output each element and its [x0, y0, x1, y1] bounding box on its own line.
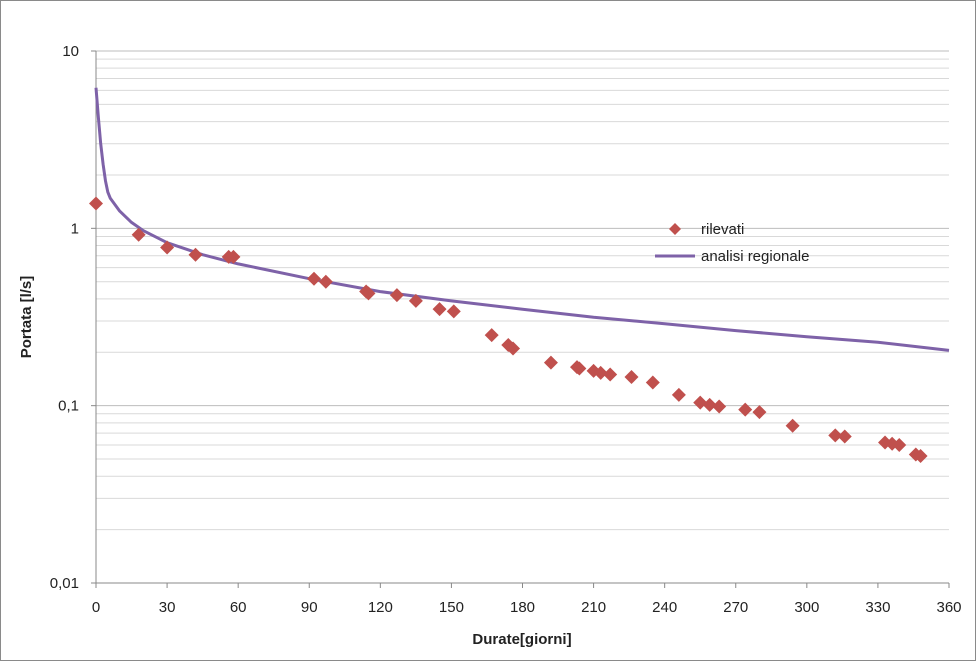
series-analisi-regionale [94, 87, 950, 352]
x-tick-label: 210 [581, 599, 606, 616]
x-axis-label: Durate[giorni] [472, 631, 571, 648]
y-tick-label: 10 [62, 43, 79, 60]
y-tick-label: 0,01 [50, 575, 79, 592]
grid [96, 50, 949, 584]
legend-label-rilevati: rilevati [701, 221, 744, 238]
x-tick-label: 180 [510, 599, 535, 616]
point-rilevati [160, 240, 175, 255]
point-rilevati [785, 418, 800, 433]
point-rilevati [131, 227, 146, 242]
x-tick-label: 270 [723, 599, 748, 616]
point-rilevati [603, 367, 618, 382]
x-tick-label: 0 [92, 599, 100, 616]
x-tick-label: 150 [439, 599, 464, 616]
point-rilevati [671, 387, 686, 402]
y-axis-label: Portata [l/s] [18, 276, 35, 359]
point-rilevati [752, 405, 767, 420]
point-rilevati [318, 274, 333, 289]
point-rilevati [484, 328, 499, 343]
point-rilevati [738, 402, 753, 417]
point-rilevati [837, 429, 852, 444]
point-rilevati [572, 361, 587, 376]
x-tick-label: 120 [368, 599, 393, 616]
point-rilevati [361, 286, 376, 301]
y-tick-label: 1 [71, 220, 79, 237]
x-tick-labels: 0 30 60 90 120 150 180 210 240 270 300 330 360 [92, 583, 962, 616]
point-rilevati [913, 449, 928, 464]
legend-diamond-marker [669, 223, 681, 235]
x-tick-label: 330 [865, 599, 890, 616]
point-rilevati [506, 341, 521, 356]
point-rilevati [892, 438, 907, 453]
point-rilevati [593, 365, 608, 380]
point-rilevati [188, 247, 203, 262]
x-tick-label: 90 [301, 599, 318, 616]
x-tick-label: 60 [230, 599, 247, 616]
point-rilevati [306, 271, 321, 286]
point-rilevati [828, 428, 843, 443]
point-rilevati [89, 196, 103, 211]
point-rilevati [226, 249, 241, 264]
y-tick-label: 0,1 [58, 398, 79, 415]
point-rilevati [389, 288, 404, 303]
legend: rilevati analisi regionale [655, 221, 809, 265]
x-tick-label: 360 [936, 599, 961, 616]
x-tick-label: 300 [794, 599, 819, 616]
point-rilevati [702, 397, 717, 412]
legend-label-analisi-regionale: analisi regionale [701, 248, 809, 265]
y-tick-labels: 0,01 0,1 1 10 [50, 43, 96, 592]
x-tick-label: 30 [159, 599, 176, 616]
point-rilevati [645, 375, 660, 390]
point-rilevati [408, 293, 423, 308]
line-analisi-regionale [94, 87, 950, 352]
series-rilevati [89, 196, 928, 464]
point-rilevati [543, 355, 558, 370]
point-rilevati [712, 399, 727, 414]
point-rilevati [446, 304, 461, 319]
point-rilevati [693, 395, 708, 410]
point-rilevati [432, 302, 447, 317]
x-tick-label: 240 [652, 599, 677, 616]
point-rilevati [624, 370, 639, 385]
